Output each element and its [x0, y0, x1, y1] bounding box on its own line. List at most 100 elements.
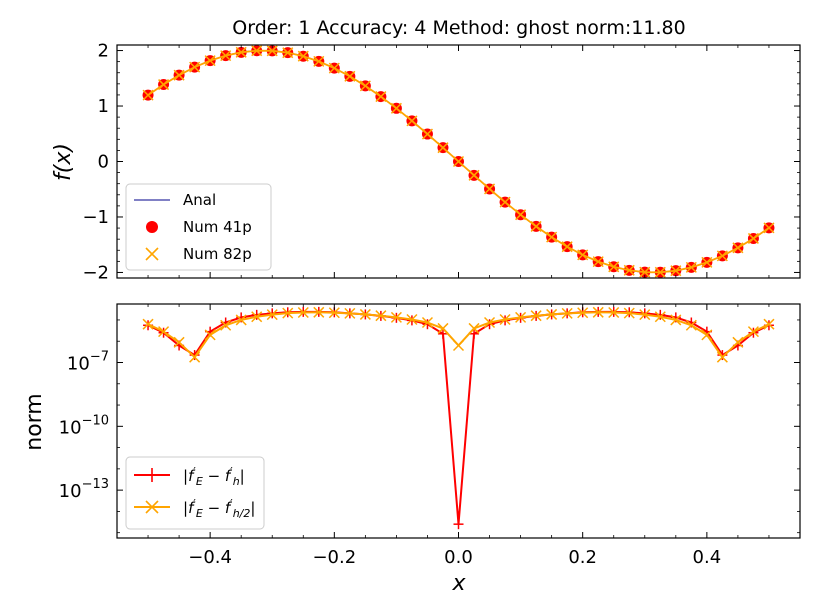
num82-point	[701, 256, 713, 268]
num82-point	[406, 115, 418, 127]
bottom-y-axis-label: norm	[22, 393, 47, 451]
top-y-tick-label: 2	[98, 41, 109, 62]
err-h2-point	[220, 319, 232, 331]
err-h2-point	[235, 314, 247, 326]
num82-point	[670, 265, 682, 277]
err-h2-point	[499, 313, 511, 326]
num82-point	[639, 266, 651, 278]
err-h2-point	[623, 307, 635, 319]
err-h2-point	[328, 307, 340, 319]
x-tick-label: 0.4	[693, 547, 722, 568]
num82-point	[577, 249, 589, 261]
num82-point	[654, 266, 666, 278]
err-h2-point	[639, 309, 651, 321]
num82-point	[437, 142, 449, 154]
err-h2-point	[530, 310, 542, 322]
num82-point	[282, 47, 294, 59]
top-y-tick-label: −2	[82, 262, 109, 283]
num82-point	[204, 55, 216, 67]
err-h2-point	[189, 351, 201, 363]
err-h2-point	[592, 306, 604, 318]
num82-point	[313, 55, 325, 67]
top-y-tick-label: 0	[98, 152, 109, 173]
legend-num82-label: Num 82p	[183, 245, 252, 263]
num82-point	[375, 91, 387, 103]
bottom-y-tick-label: 10−7	[67, 350, 109, 375]
num82-point	[189, 61, 201, 73]
num82-point	[561, 241, 573, 253]
legend-fh2-swatch	[134, 500, 170, 514]
num82-point	[344, 70, 356, 82]
chart-title: Order: 1 Accuracy: 4 Method: ghost norm:…	[232, 17, 685, 39]
x-axis-label: x	[451, 571, 466, 596]
legend-num41-label: Num 41p	[183, 218, 252, 236]
legend-num82-swatch	[145, 247, 159, 261]
err-h2-point	[173, 336, 185, 348]
bottom-y-tick-label: 10−13	[59, 477, 109, 502]
top-legend: Anal Num 41p Num 82p	[125, 183, 272, 271]
bottom-legend: |f′E − f′h| |f′E − f′h/2|	[125, 456, 265, 530]
err-h2-point	[158, 326, 170, 338]
err-h2-point	[716, 351, 728, 363]
err-h2-point	[359, 308, 371, 320]
num82-point	[173, 69, 185, 81]
num82-point	[499, 196, 511, 208]
err-h2-point	[297, 306, 309, 319]
num82-point	[685, 261, 697, 273]
legend-fh-swatch	[134, 468, 170, 482]
err-h2-point	[344, 307, 356, 319]
err-h2-point	[375, 310, 387, 322]
err-h2-point	[452, 339, 465, 352]
err-h2-point	[142, 318, 154, 330]
num82-point	[546, 231, 558, 243]
num82-point	[468, 169, 480, 181]
top-legend-box	[125, 183, 272, 271]
err-h2-point	[468, 322, 480, 334]
err-h2-point	[654, 311, 666, 323]
err-h2-point	[577, 307, 589, 319]
err-h2-point	[251, 311, 263, 323]
top-panel: −2 −1 0 1 2 f(x) Anal Num 41p Num 82p	[51, 41, 801, 283]
num82-point	[328, 62, 340, 74]
bottom-axes-frame	[116, 303, 801, 539]
num82-point	[732, 242, 744, 254]
num82-point	[608, 261, 620, 273]
num82-point	[421, 128, 433, 140]
legend-anal-label: Anal	[183, 191, 216, 209]
num82-point	[530, 220, 542, 232]
bottom-plot-area	[142, 306, 775, 530]
x-tick-label: −0.4	[188, 547, 232, 568]
err-h2-point	[515, 311, 527, 323]
err-h2-point	[437, 322, 449, 334]
top-plot-area	[142, 45, 775, 278]
err-h2-point	[670, 314, 682, 326]
err-h2-point	[608, 306, 620, 319]
num82-point	[266, 45, 278, 57]
num82-point	[515, 209, 527, 221]
x-tick-label: 0.2	[568, 547, 597, 568]
err-h2-point	[701, 329, 713, 341]
x-tick-label: −0.2	[312, 547, 356, 568]
err-h2-point	[484, 316, 496, 329]
num82-point	[484, 183, 496, 195]
err-h2-point	[685, 319, 697, 331]
err-h2-point	[313, 306, 325, 318]
err-h2-point	[747, 326, 759, 338]
num82-point	[716, 250, 728, 262]
legend-num41-swatch	[146, 221, 158, 233]
num82-point	[747, 232, 759, 244]
err-h2-point	[406, 313, 418, 326]
err-h2-point	[266, 309, 278, 321]
num82-point	[251, 45, 263, 57]
num82-point	[142, 89, 154, 101]
num82-point	[623, 264, 635, 276]
err-h-point	[453, 519, 464, 530]
num82-point	[158, 79, 170, 91]
legend-fh2-label: |f′E − f′h/2|	[183, 497, 255, 520]
num82-point	[235, 46, 247, 58]
err-h2-point	[763, 318, 775, 330]
num82-point	[763, 222, 775, 234]
err-h2-point	[732, 336, 744, 348]
